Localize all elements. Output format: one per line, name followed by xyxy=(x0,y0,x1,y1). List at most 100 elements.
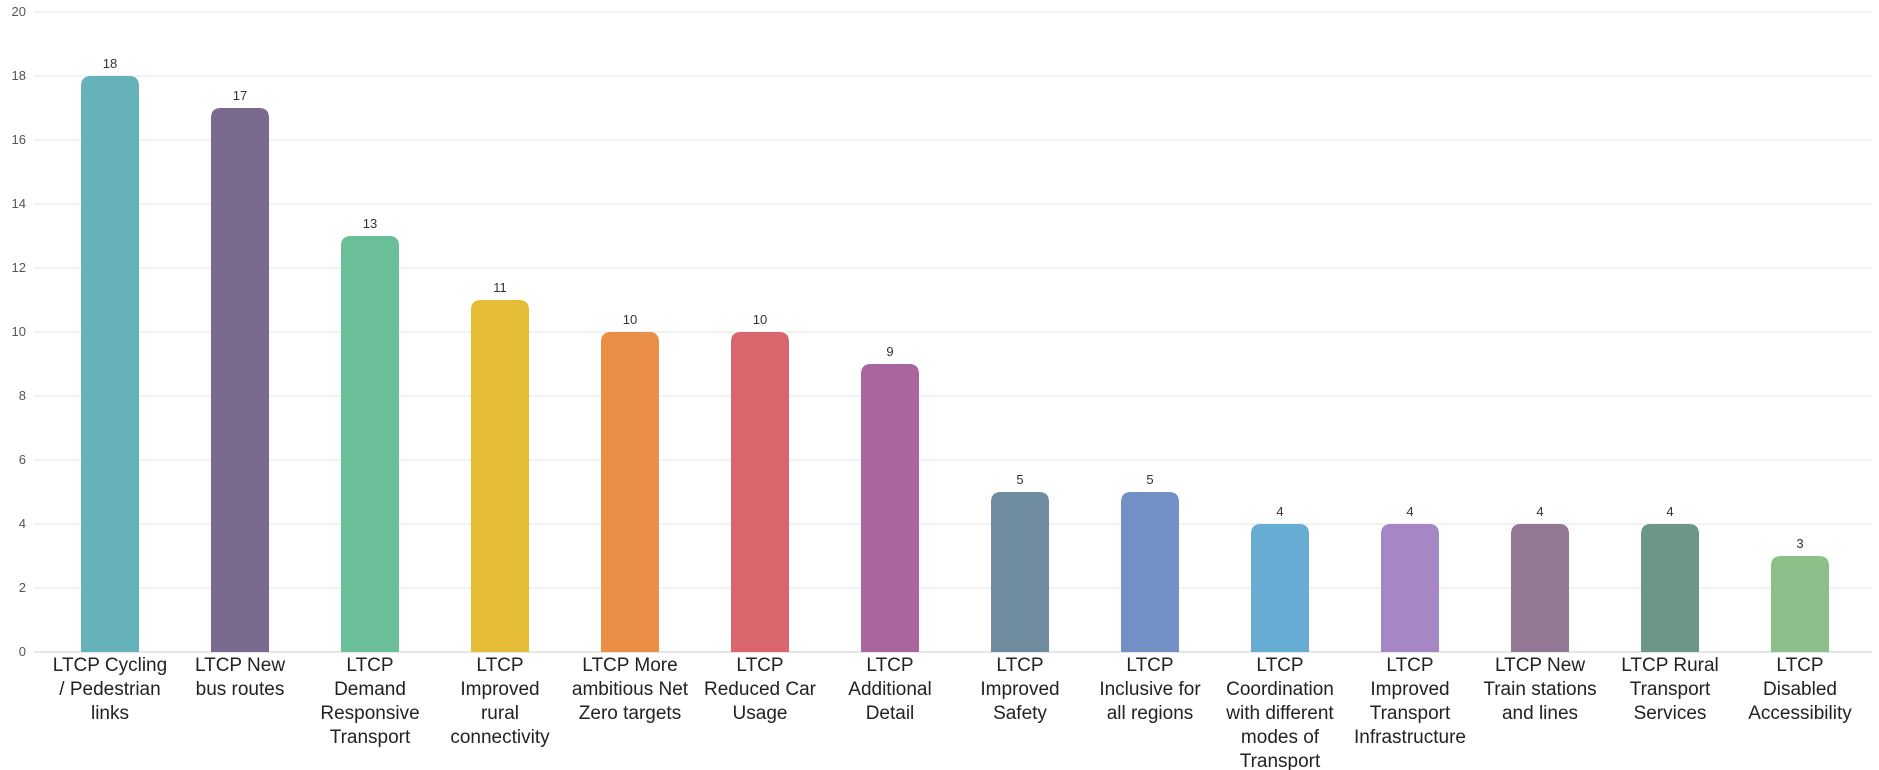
x-tick-label-line: Inclusive for xyxy=(1099,679,1201,700)
data-label: 5 xyxy=(1146,472,1153,487)
x-tick-label-line: Responsive xyxy=(320,703,419,724)
data-labels: 18 17 13 11 10 10 9 5 5 4 4 4 4 3 xyxy=(103,56,1804,551)
x-tick-label-line: and lines xyxy=(1502,703,1578,724)
x-tick-label-line: LTCP xyxy=(1256,655,1303,676)
x-tick-label: LTCP Disabled Accessibility xyxy=(1748,655,1852,724)
x-tick-label-line: LTCP Cycling xyxy=(53,655,167,676)
bar xyxy=(1251,524,1309,652)
bar xyxy=(991,492,1049,652)
y-tick-label: 10 xyxy=(12,324,26,339)
data-label: 9 xyxy=(886,344,893,359)
x-tick-label-line: rural xyxy=(481,703,519,724)
x-tick-label-line: LTCP xyxy=(996,655,1043,676)
gridlines xyxy=(34,11,1872,653)
y-tick-label: 6 xyxy=(19,452,26,467)
x-tick-label-line: bus routes xyxy=(196,679,285,700)
x-tick-label-line: Demand xyxy=(334,679,406,700)
x-tick-label-line: Services xyxy=(1634,703,1707,724)
x-tick-label: LTCP Improved rural connectivity xyxy=(450,655,550,748)
y-tick-label: 20 xyxy=(12,4,26,19)
y-axis-ticks: 0 2 4 6 8 10 12 14 16 18 20 xyxy=(12,4,26,659)
x-tick-label-line: Reduced Car xyxy=(704,679,817,700)
bar xyxy=(1511,524,1569,652)
x-tick-label: LTCP New Train stations and lines xyxy=(1483,655,1596,724)
x-tick-label-line: / Pedestrian xyxy=(59,679,160,700)
data-label: 10 xyxy=(623,312,637,327)
bar xyxy=(211,108,269,652)
data-label: 10 xyxy=(753,312,767,327)
x-axis-labels: LTCP Cycling / Pedestrian links LTCP New bus… xyxy=(53,655,1852,770)
x-tick-label-line: Transport xyxy=(330,727,411,748)
x-tick-label-line: with different xyxy=(1225,703,1334,724)
x-tick-label-line: LTCP xyxy=(476,655,523,676)
y-tick-label: 2 xyxy=(19,580,26,595)
y-tick-label: 4 xyxy=(19,516,26,531)
y-tick-label: 18 xyxy=(12,68,26,83)
x-tick-label-line: Improved xyxy=(980,679,1059,700)
x-tick-label-line: LTCP xyxy=(1386,655,1433,676)
data-label: 4 xyxy=(1406,504,1413,519)
x-tick-label-line: ambitious Net xyxy=(572,679,689,700)
data-label: 13 xyxy=(363,216,377,231)
x-tick-label-line: LTCP More xyxy=(582,655,677,676)
data-label: 17 xyxy=(233,88,247,103)
data-label: 4 xyxy=(1276,504,1283,519)
x-tick-label: LTCP Rural Transport Services xyxy=(1621,655,1719,724)
x-tick-label-line: LTCP New xyxy=(195,655,285,676)
x-tick-label-line: Coordination xyxy=(1226,679,1334,700)
x-tick-label: LTCP More ambitious Net Zero targets xyxy=(572,655,689,724)
x-tick-label-line: LTCP xyxy=(736,655,783,676)
x-tick-label-line: Transport xyxy=(1370,703,1451,724)
x-tick-label-line: Accessibility xyxy=(1748,703,1852,724)
bar xyxy=(1641,524,1699,652)
data-label: 5 xyxy=(1016,472,1023,487)
data-label: 4 xyxy=(1536,504,1543,519)
x-tick-label-line: Disabled xyxy=(1763,679,1837,700)
x-tick-label-line: LTCP xyxy=(866,655,913,676)
x-tick-label-line: LTCP Rural xyxy=(1621,655,1719,676)
y-tick-label: 16 xyxy=(12,132,26,147)
x-tick-label-line: Usage xyxy=(733,703,788,724)
data-label: 11 xyxy=(493,280,507,295)
x-tick-label-line: links xyxy=(91,703,129,724)
x-tick-label-line: Infrastructure xyxy=(1354,727,1466,748)
x-tick-label-line: LTCP New xyxy=(1495,655,1585,676)
y-tick-label: 14 xyxy=(12,196,26,211)
x-tick-label-line: Safety xyxy=(993,703,1047,724)
x-tick-label-line: connectivity xyxy=(450,727,550,748)
data-label: 18 xyxy=(103,56,117,71)
x-tick-label: LTCP Coordination with different modes of Tr… xyxy=(1225,655,1334,770)
x-tick-label-line: LTCP xyxy=(1126,655,1173,676)
x-tick-label-line: all regions xyxy=(1107,703,1194,724)
bar xyxy=(1771,556,1829,652)
bar xyxy=(601,332,659,652)
x-tick-label-line: Transport xyxy=(1240,751,1321,770)
x-tick-label-line: Train stations xyxy=(1483,679,1596,700)
bar xyxy=(81,76,139,652)
x-tick-label: LTCP Cycling / Pedestrian links xyxy=(53,655,167,724)
y-tick-label: 8 xyxy=(19,388,26,403)
x-tick-label: LTCP Improved Safety xyxy=(980,655,1059,724)
x-tick-label-line: modes of xyxy=(1241,727,1320,748)
bar xyxy=(861,364,919,652)
x-tick-label: LTCP Improved Transport Infrastructure xyxy=(1354,655,1466,748)
bar xyxy=(341,236,399,652)
x-tick-label: LTCP Demand Responsive Transport xyxy=(320,655,419,748)
bars xyxy=(81,76,1829,652)
x-tick-label-line: Improved xyxy=(460,679,539,700)
x-tick-label-line: Zero targets xyxy=(579,703,681,724)
x-tick-label-line: LTCP xyxy=(1776,655,1823,676)
bar xyxy=(731,332,789,652)
bar xyxy=(1121,492,1179,652)
x-tick-label-line: LTCP xyxy=(346,655,393,676)
x-tick-label: LTCP Reduced Car Usage xyxy=(704,655,817,724)
y-tick-label: 12 xyxy=(12,260,26,275)
x-tick-label: LTCP Inclusive for all regions xyxy=(1099,655,1201,724)
x-tick-label-line: Detail xyxy=(866,703,915,724)
x-tick-label-line: Transport xyxy=(1630,679,1711,700)
x-tick-label: LTCP Additional Detail xyxy=(848,655,931,724)
bar xyxy=(1381,524,1439,652)
data-label: 4 xyxy=(1666,504,1673,519)
x-tick-label-line: Improved xyxy=(1370,679,1449,700)
